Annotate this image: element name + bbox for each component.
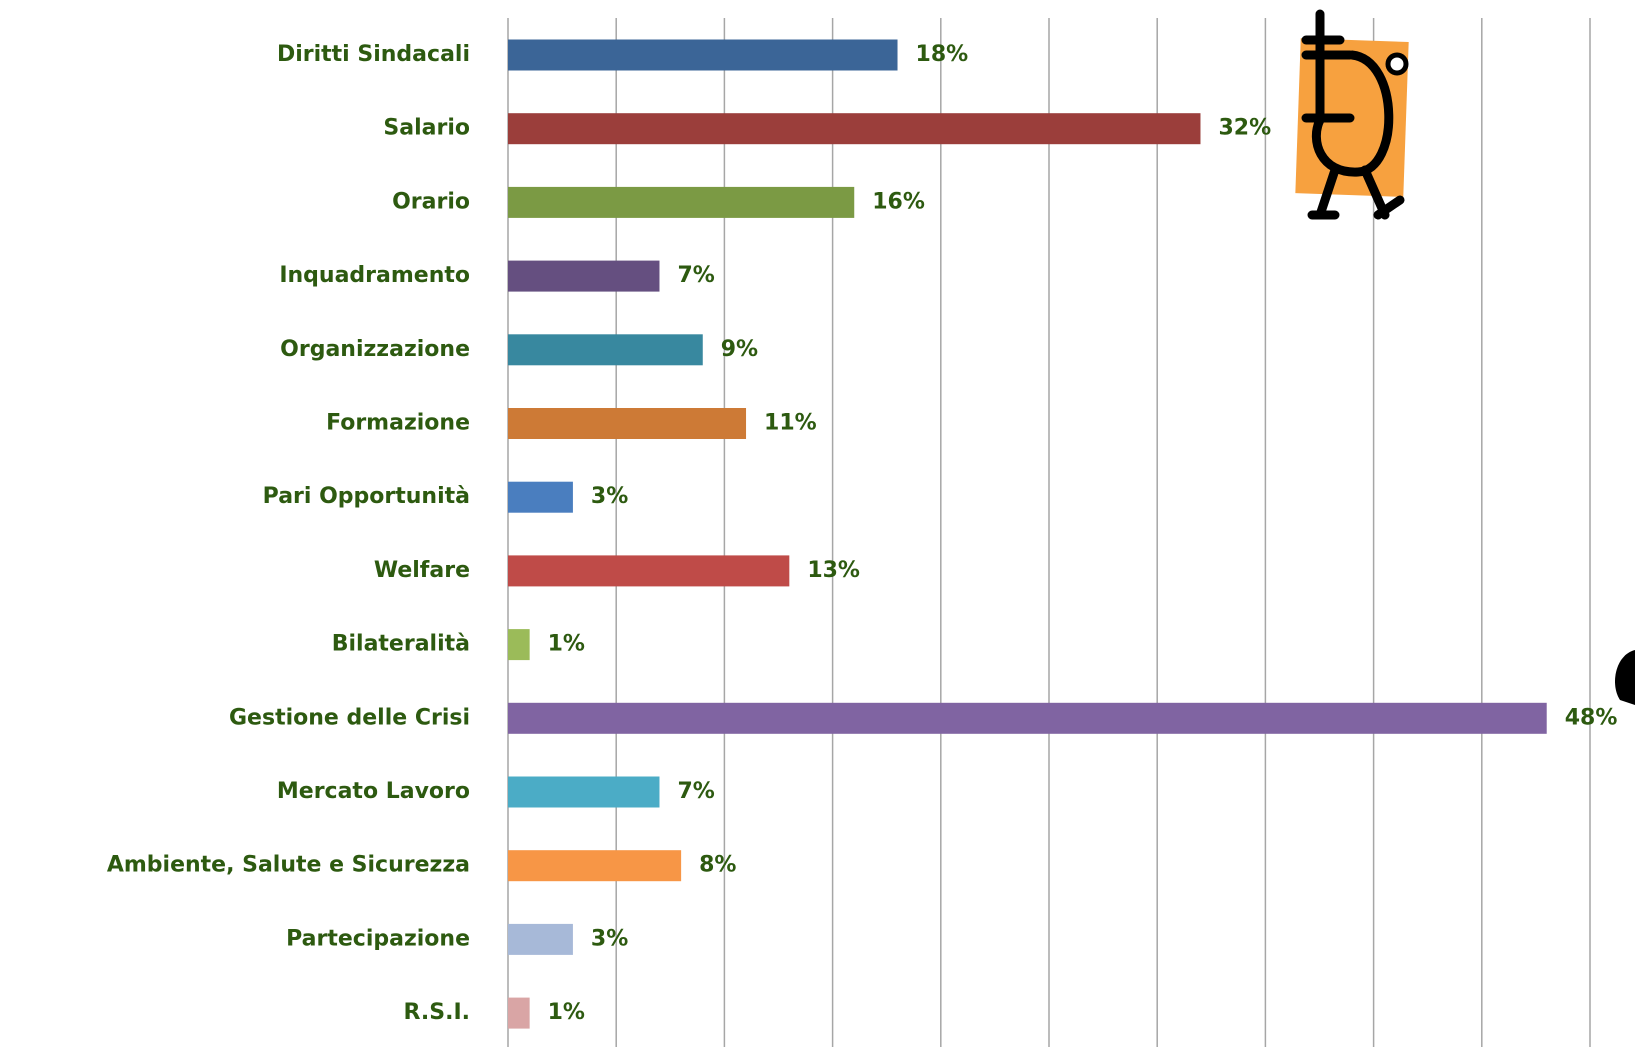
value-label: 7% [677, 263, 714, 288]
bar [508, 924, 573, 955]
chart: Diritti Sindacali 18% Salario 32% Orario 16% I… [0, 0, 1635, 1047]
value-label: 32% [1218, 116, 1271, 141]
decoration [1615, 650, 1635, 705]
value-label: 1% [548, 632, 585, 657]
bar [508, 703, 1547, 734]
category-label: Diritti Sindacali [277, 42, 470, 67]
category-label: Partecipazione [286, 926, 470, 951]
category-label: Bilateralità [332, 632, 470, 657]
value-label: 18% [916, 42, 969, 67]
bar [508, 187, 854, 218]
value-label: 7% [677, 779, 714, 804]
category-label: Organizzazione [280, 337, 470, 362]
bar [508, 113, 1200, 144]
clamp-icon [1295, 14, 1408, 215]
category-label: Ambiente, Salute e Sicurezza [107, 853, 470, 878]
value-label: 48% [1565, 705, 1618, 730]
category-label: R.S.I. [404, 1000, 470, 1025]
category-label: Formazione [326, 411, 470, 436]
value-label: 8% [699, 853, 736, 878]
bar [508, 408, 746, 439]
bar [508, 850, 681, 881]
value-label: 3% [591, 926, 628, 951]
bar [508, 40, 898, 71]
bar [508, 998, 530, 1029]
category-label: Mercato Lavoro [277, 779, 470, 804]
category-label: Inquadramento [279, 263, 470, 288]
value-label: 13% [807, 558, 860, 583]
category-label: Salario [383, 116, 470, 141]
bar [508, 629, 530, 660]
value-label: 16% [872, 189, 925, 214]
category-label: Welfare [374, 558, 470, 583]
category-label: Orario [392, 189, 470, 214]
grid [508, 18, 1590, 1047]
value-label: 3% [591, 484, 628, 509]
bar [508, 555, 789, 586]
bar [508, 334, 703, 365]
bar [508, 482, 573, 513]
category-label: Pari Opportunità [263, 484, 470, 509]
bar [508, 777, 659, 808]
value-label: 11% [764, 411, 817, 436]
value-label: 9% [721, 337, 758, 362]
bar [508, 261, 659, 292]
value-label: 1% [548, 1000, 585, 1025]
category-label: Gestione delle Crisi [229, 705, 470, 730]
